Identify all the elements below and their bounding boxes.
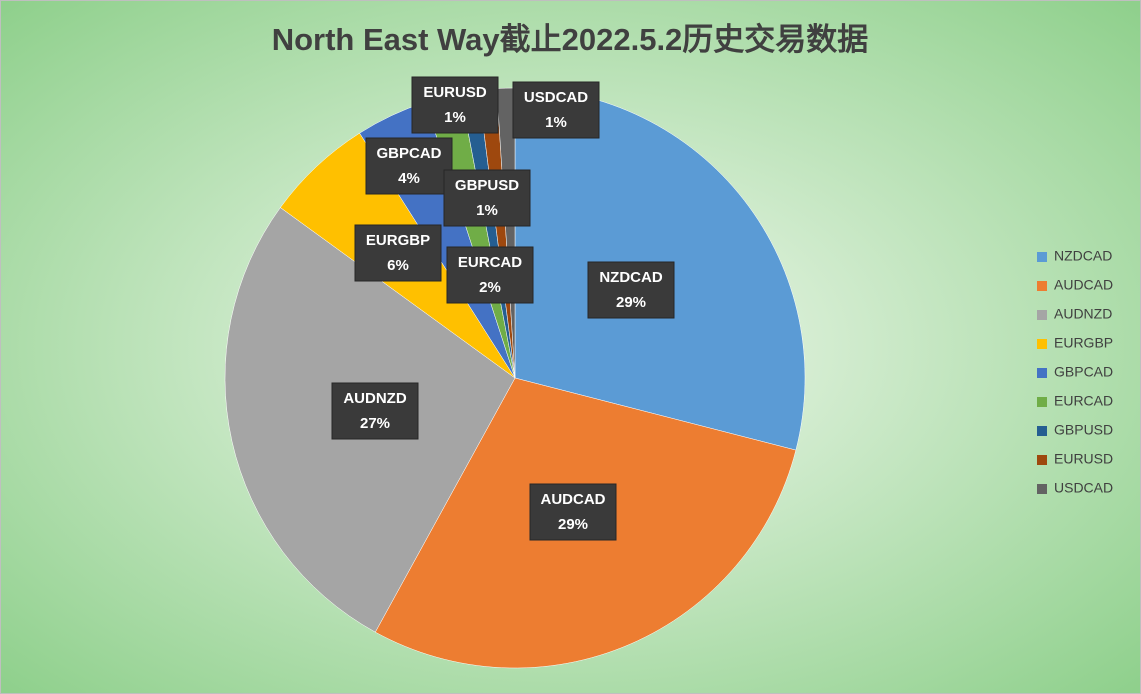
- data-label-value: 29%: [616, 294, 646, 311]
- data-label: EURGBP 6%: [354, 224, 442, 282]
- data-label-value: 1%: [545, 114, 567, 131]
- data-label-category: AUDNZD: [343, 390, 406, 407]
- data-label-category: EURCAD: [458, 254, 522, 271]
- data-label-value: 27%: [360, 415, 390, 432]
- data-label-category: NZDCAD: [599, 269, 662, 286]
- data-label-value: 6%: [387, 257, 409, 274]
- legend-swatch: [1037, 397, 1047, 407]
- legend-label: GBPCAD: [1054, 364, 1113, 380]
- legend-swatch: [1037, 426, 1047, 436]
- data-label-box: [365, 137, 453, 195]
- data-label-value: 1%: [476, 202, 498, 219]
- legend-label: EURCAD: [1054, 393, 1113, 409]
- legend-swatch: [1037, 339, 1047, 349]
- data-label-category: USDCAD: [524, 89, 588, 106]
- data-label-value: 1%: [444, 109, 466, 126]
- chart-title: North East Way截止2022.5.2历史交易数据: [272, 22, 869, 57]
- legend-swatch: [1037, 310, 1047, 320]
- data-label-category: GBPCAD: [376, 145, 441, 162]
- legend-label: NZDCAD: [1054, 248, 1112, 264]
- data-label-box: [354, 224, 442, 282]
- data-label-box: [587, 261, 675, 319]
- data-label: AUDCAD 29%: [529, 483, 617, 541]
- data-label: USDCAD 1%: [512, 81, 600, 139]
- legend-label: USDCAD: [1054, 480, 1113, 496]
- data-label: EURUSD 1%: [411, 76, 499, 134]
- data-label: EURCAD 2%: [446, 246, 534, 304]
- legend-swatch: [1037, 252, 1047, 262]
- legend-label: EURGBP: [1054, 335, 1113, 351]
- data-label-box: [411, 76, 499, 134]
- legend-swatch: [1037, 455, 1047, 465]
- data-label-value: 29%: [558, 516, 588, 533]
- legend-swatch: [1037, 281, 1047, 291]
- data-label-box: [512, 81, 600, 139]
- data-label-box: [331, 382, 419, 440]
- legend-swatch: [1037, 484, 1047, 494]
- data-label-category: EURGBP: [366, 232, 430, 249]
- data-label-value: 2%: [479, 279, 501, 296]
- data-label: NZDCAD 29%: [587, 261, 675, 319]
- data-label-category: EURUSD: [423, 84, 487, 101]
- data-label: AUDNZD 27%: [331, 382, 419, 440]
- data-label-value: 4%: [398, 170, 420, 187]
- data-label-box: [443, 169, 531, 227]
- data-label-box: [446, 246, 534, 304]
- data-label-category: AUDCAD: [541, 491, 606, 508]
- legend-label: AUDCAD: [1054, 277, 1113, 293]
- legend-swatch: [1037, 368, 1047, 378]
- data-label-box: [529, 483, 617, 541]
- legend-label: AUDNZD: [1054, 306, 1112, 322]
- data-label-category: GBPUSD: [455, 177, 519, 194]
- legend-label: GBPUSD: [1054, 422, 1113, 438]
- legend-label: EURUSD: [1054, 451, 1113, 467]
- data-label: GBPUSD 1%: [443, 169, 531, 227]
- data-label: GBPCAD 4%: [365, 137, 453, 195]
